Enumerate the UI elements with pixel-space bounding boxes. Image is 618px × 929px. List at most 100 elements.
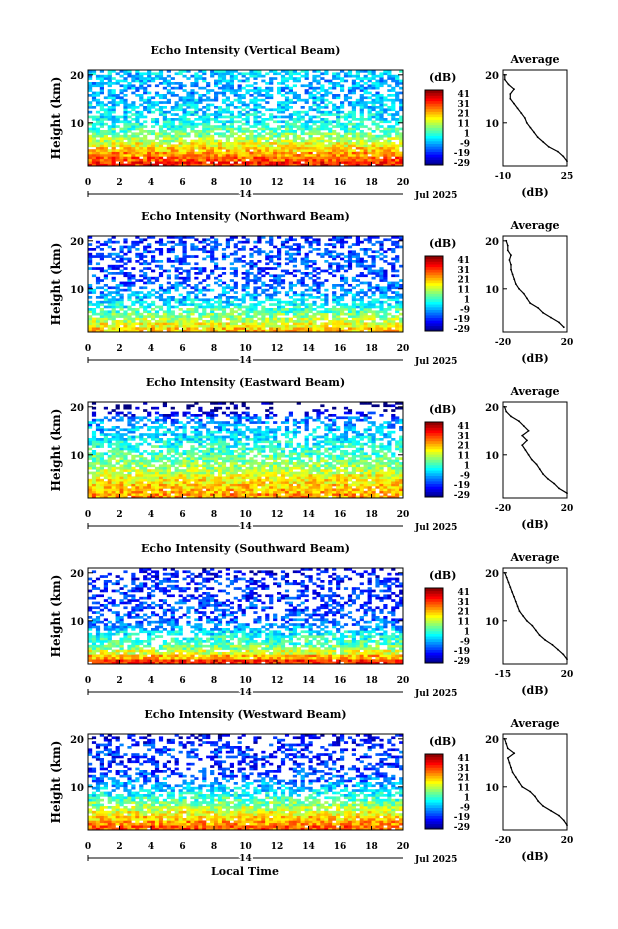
heatmap-cell <box>221 272 227 275</box>
heatmap-cell <box>123 317 128 321</box>
heatmap-cell <box>288 308 293 311</box>
heatmap-cell <box>95 493 101 496</box>
heatmap-cell <box>245 308 250 311</box>
heatmap-cell <box>91 82 97 85</box>
heatmap-cell <box>135 94 140 97</box>
heatmap-cell <box>245 281 250 285</box>
heatmap-cell <box>119 134 124 138</box>
heatmap-cell <box>170 486 175 489</box>
heatmap-cell <box>182 146 187 150</box>
heatmap-cell <box>379 154 384 157</box>
heatmap-cell <box>107 96 112 100</box>
heatmap-cell <box>367 110 372 114</box>
heatmap-cell <box>119 327 124 330</box>
heatmap-cell <box>300 329 305 333</box>
heatmap-cell <box>221 94 227 97</box>
heatmap-cell <box>249 315 254 318</box>
heatmap-cell <box>292 243 297 246</box>
heatmap-cell <box>336 156 341 160</box>
heatmap-cell <box>198 144 203 148</box>
heatmap-cell <box>119 464 124 468</box>
heatmap-cell <box>308 303 313 306</box>
colorbar-segment <box>425 314 443 318</box>
heatmap-cell <box>277 127 282 131</box>
heatmap-cell <box>316 317 321 321</box>
heatmap-cell <box>261 146 266 150</box>
heatmap-cell <box>186 103 191 107</box>
heatmap-cell <box>190 163 195 167</box>
heatmap-cell <box>135 406 140 410</box>
heatmap-cell <box>202 130 207 133</box>
heatmap-cell <box>178 161 183 164</box>
heatmap-cell <box>351 89 356 92</box>
heatmap-cell <box>371 98 376 102</box>
heatmap-cell <box>245 137 250 140</box>
heatmap-cell <box>174 466 179 470</box>
heatmap-cell <box>162 320 167 323</box>
heatmap-cell <box>139 435 144 439</box>
heatmap-cell <box>158 274 164 278</box>
heatmap-cell <box>340 296 345 299</box>
heatmap-cell <box>371 320 376 323</box>
heatmap-cell <box>261 94 266 97</box>
heatmap-cell <box>115 288 120 292</box>
heatmap-cell <box>91 322 97 326</box>
heatmap-cell <box>332 236 337 239</box>
heatmap-cell <box>198 139 203 143</box>
heatmap-cell <box>186 91 191 95</box>
heatmap-cell <box>111 158 116 162</box>
heatmap-cell <box>308 137 313 140</box>
heatmap-cell <box>225 134 230 138</box>
heatmap-cell <box>174 320 179 323</box>
heatmap-cell <box>233 322 238 326</box>
heatmap-cell <box>158 161 164 164</box>
heatmap-cell <box>131 84 136 88</box>
heatmap-cell <box>379 315 384 318</box>
heatmap-cell <box>103 495 108 499</box>
heatmap-cell <box>107 464 112 468</box>
heatmap-cell <box>359 110 364 114</box>
heatmap-cell <box>131 430 136 434</box>
heatmap-cell <box>257 293 262 297</box>
heatmap-cell <box>190 89 195 92</box>
heatmap-cell <box>95 426 101 429</box>
heatmap-cell <box>95 281 101 285</box>
heatmap-cell <box>312 329 317 333</box>
heatmap-cell <box>99 118 104 121</box>
heatmap-cell <box>135 488 140 492</box>
heatmap-cell <box>371 86 376 90</box>
colorbar-tick-label: -19 <box>454 315 470 325</box>
heatmap-cell <box>351 156 356 160</box>
heatmap-cell <box>320 137 325 140</box>
heatmap-cell <box>249 262 254 266</box>
heatmap-cell <box>95 300 101 304</box>
heatmap-cell <box>395 132 400 136</box>
heatmap-cell <box>320 317 325 321</box>
heatmap-cell <box>308 154 313 157</box>
heatmap-cell <box>170 91 175 95</box>
heatmap-cell <box>355 324 360 328</box>
heatmap-cell <box>280 77 286 80</box>
heatmap-cell <box>253 144 258 148</box>
heatmap-cell <box>103 322 108 326</box>
heatmap-cell <box>162 161 167 164</box>
heatmap-cell <box>257 238 262 242</box>
heatmap-cell <box>115 260 120 263</box>
heatmap-cell <box>343 305 349 309</box>
heatmap-cell <box>91 406 97 410</box>
heatmap-cell <box>95 438 101 441</box>
heatmap-cell <box>391 101 396 104</box>
heatmap-cell <box>395 308 400 311</box>
heatmap-cell <box>190 113 195 116</box>
heatmap-cell <box>123 454 128 458</box>
heatmap-cell <box>292 139 297 143</box>
heatmap-cell <box>210 245 215 249</box>
heatmap-cell <box>296 248 301 251</box>
heatmap-cell <box>257 252 262 256</box>
heatmap-cell <box>131 426 136 429</box>
heatmap-cell <box>143 296 148 299</box>
heatmap-cell <box>359 118 364 121</box>
heatmap-cell <box>217 163 223 167</box>
heatmap-cell <box>355 156 360 160</box>
heatmap-cell <box>237 308 242 311</box>
